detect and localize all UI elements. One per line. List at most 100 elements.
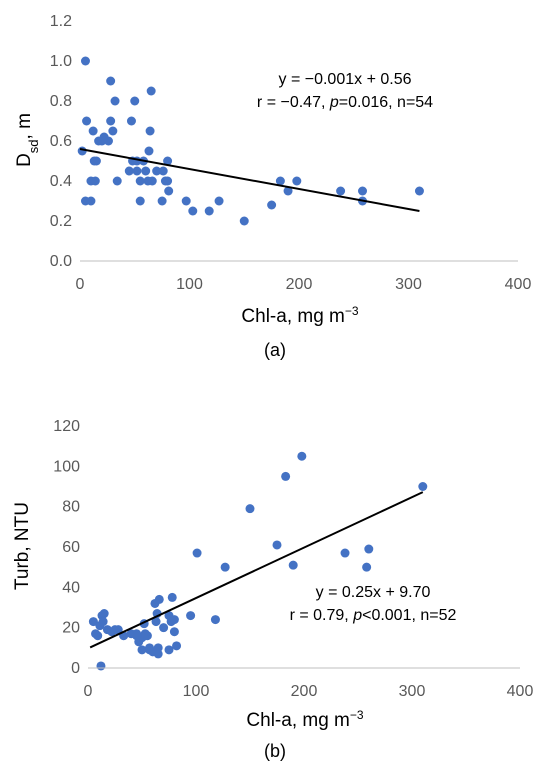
data-point [158, 166, 168, 176]
y-tick-label: 0.8 [50, 93, 72, 110]
data-point [142, 631, 152, 641]
x-tick-label: 0 [76, 276, 85, 293]
data-point [358, 186, 368, 196]
x-tick-label: 100 [183, 683, 210, 700]
x-tick-label: 200 [291, 683, 318, 700]
data-point [157, 196, 167, 206]
data-point [93, 631, 103, 641]
data-point [220, 562, 230, 572]
chart-b-y-axis-label: Turb, NTU [12, 502, 33, 590]
data-point [82, 116, 92, 126]
x-tick-label: 200 [286, 276, 313, 293]
y-tick-label: 40 [62, 579, 80, 596]
data-point [340, 548, 350, 558]
chart-a-y-ticks: 0.0 0.2 0.4 0.6 0.8 1.0 1.2 [50, 13, 72, 270]
data-point [292, 176, 302, 186]
chart-a-trendline [79, 148, 420, 212]
data-point [130, 96, 140, 106]
y-tick-label: 0.4 [50, 173, 72, 190]
y-tick-label: 0.0 [50, 253, 72, 270]
x-tick-label: 400 [505, 276, 532, 293]
data-point [97, 136, 107, 146]
data-point [86, 196, 96, 206]
chart-a-stats: r = −0.47, p=0.016, n=54 [257, 94, 433, 111]
data-point [77, 146, 87, 156]
data-point [132, 631, 142, 641]
data-point [159, 623, 169, 633]
data-point [163, 156, 173, 166]
chart-b-stats: r = 0.79, p<0.001, n=52 [290, 607, 457, 624]
data-point [144, 146, 154, 156]
y-tick-label: 60 [62, 539, 80, 556]
data-point [186, 611, 196, 621]
data-point [297, 451, 307, 461]
data-point [163, 176, 173, 186]
chart-b-y-ticks: 0 20 40 60 80 100 120 [53, 418, 80, 677]
data-point [239, 216, 249, 226]
data-point [169, 615, 179, 625]
x-tick-label: 300 [399, 683, 426, 700]
data-point [245, 504, 255, 514]
data-point [267, 200, 277, 210]
y-tick-label: 120 [53, 418, 80, 435]
data-point [110, 96, 120, 106]
data-point [210, 615, 220, 625]
data-point [167, 592, 177, 602]
data-point [99, 609, 109, 619]
chart-a-x-ticks: 0 100 200 300 400 [76, 276, 532, 293]
data-point [214, 196, 224, 206]
data-point [91, 156, 101, 166]
y-tick-label: 1.2 [50, 13, 72, 30]
data-point [88, 126, 98, 136]
data-point [281, 471, 291, 481]
chart-b-trendline [89, 491, 424, 649]
y-tick-label: 0 [71, 660, 80, 677]
data-point [164, 186, 174, 196]
data-point [336, 186, 346, 196]
data-point [153, 643, 163, 653]
data-point [192, 548, 202, 558]
chart-b-points [88, 451, 428, 671]
x-tick-label: 100 [176, 276, 203, 293]
data-point [80, 56, 90, 66]
data-point [164, 645, 174, 655]
y-tick-label: 100 [53, 458, 80, 475]
data-point [204, 206, 214, 216]
data-point [418, 482, 428, 491]
data-point [146, 86, 156, 96]
data-point [188, 206, 198, 216]
y-tick-label: 80 [62, 499, 80, 516]
data-point [154, 594, 164, 604]
data-point [113, 625, 123, 635]
y-tick-label: 20 [62, 620, 80, 637]
x-tick-label: 400 [507, 683, 534, 700]
data-point [172, 641, 182, 651]
data-point [283, 186, 293, 196]
data-point [108, 126, 118, 136]
data-point [103, 136, 113, 146]
chart-a-y-axis-label: Dsd, m [14, 113, 41, 167]
x-tick-label: 0 [84, 683, 93, 700]
chart-b-x-ticks: 0 100 200 300 400 [84, 683, 534, 700]
data-point [275, 176, 285, 186]
data-point [151, 617, 161, 627]
y-tick-label: 0.6 [50, 133, 72, 150]
chart-b-panel-label: (b) [264, 741, 286, 761]
data-point [141, 166, 151, 176]
data-point [364, 544, 374, 554]
data-point [169, 627, 179, 637]
data-point [98, 617, 108, 627]
data-point [152, 166, 162, 176]
y-tick-label: 0.2 [50, 213, 72, 230]
data-point [106, 76, 116, 86]
data-point [145, 643, 155, 653]
data-point [88, 617, 98, 627]
data-point [90, 176, 100, 186]
chart-a: 0 100 200 300 400 0.0 0.2 0.4 0.6 0.8 1.0 1.2 Chl-… [14, 13, 531, 360]
data-point [181, 196, 191, 206]
chart-a-x-axis-label: Chl-a, mg m−3 [241, 304, 358, 327]
data-point [137, 645, 147, 655]
x-tick-label: 300 [395, 276, 422, 293]
data-point [96, 661, 106, 671]
